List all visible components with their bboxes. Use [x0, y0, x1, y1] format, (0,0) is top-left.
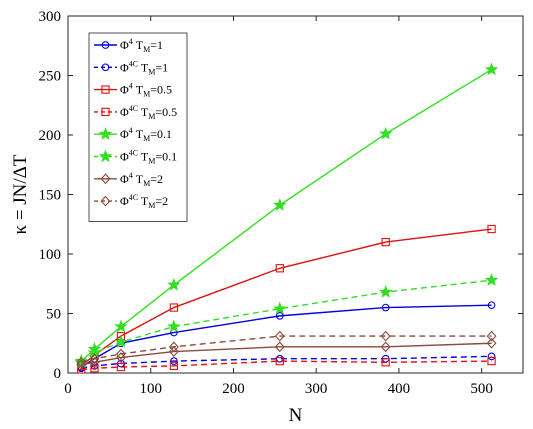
data-point	[273, 198, 287, 211]
data-point	[87, 345, 102, 359]
legend-marker	[98, 127, 113, 140]
x-tick-label: 400	[388, 381, 411, 397]
x-axis-title: N	[289, 405, 303, 426]
data-point	[167, 319, 181, 333]
series-line	[81, 335, 492, 363]
legend-marker	[100, 173, 111, 185]
data-point	[89, 353, 100, 365]
legend-label: Φ4C TM=0.5	[120, 104, 177, 121]
data-point	[378, 126, 393, 140]
legend-label: Φ4 TM=0.5	[120, 82, 172, 99]
x-tick-label: 100	[139, 381, 162, 397]
y-tick-label: 150	[39, 188, 62, 204]
series-line	[81, 360, 492, 371]
legend-label: Φ4 TM=0.1	[120, 126, 172, 143]
data-point	[76, 356, 87, 368]
series-2	[77, 224, 496, 371]
legend-marker	[101, 63, 110, 72]
x-tick-label: 0	[64, 381, 72, 397]
data-point	[487, 224, 496, 234]
series-line	[80, 279, 492, 363]
data-point	[275, 312, 284, 320]
data-point	[116, 362, 126, 372]
legend-marker	[101, 85, 110, 94]
data-point	[380, 341, 391, 353]
data-point	[380, 330, 391, 342]
legend-label: Φ4 TM=1	[120, 37, 163, 54]
legend-label: Φ4C TM=1	[120, 59, 168, 76]
data-point	[90, 364, 99, 373]
legend-label: Φ4C TM=0.1	[120, 149, 177, 166]
data-point	[273, 301, 287, 315]
x-tick-label: 200	[222, 381, 245, 397]
data-point	[274, 341, 285, 353]
series-3	[77, 356, 496, 374]
data-point	[275, 356, 284, 366]
y-tick-label: 0	[54, 366, 62, 382]
data-point	[381, 358, 390, 367]
data-point	[168, 341, 179, 353]
data-point	[167, 277, 181, 291]
legend-marker	[100, 195, 111, 207]
y-tick-label: 100	[39, 247, 62, 263]
data-point	[487, 356, 496, 366]
series-6	[76, 337, 497, 371]
x-tick-label: 500	[470, 381, 493, 397]
data-point	[114, 319, 128, 333]
data-point	[484, 273, 499, 286]
series-5	[74, 273, 499, 369]
data-point	[381, 303, 390, 312]
data-point	[484, 62, 499, 76]
y-tick-label: 300	[39, 9, 62, 25]
legend: Φ4 TM=1 Φ4C TM=1 Φ4 TM=0.5 Φ4C TM=0.5 Φ4 TM=…	[88, 32, 188, 222]
legend-marker	[101, 41, 110, 49]
data-point	[169, 303, 179, 312]
data-point	[381, 237, 390, 247]
data-point	[487, 352, 496, 361]
y-tick-label: 50	[46, 307, 61, 323]
legend-label: Φ4 TM=2	[120, 171, 163, 188]
data-point	[114, 334, 128, 348]
data-point	[169, 361, 179, 371]
data-point	[77, 365, 86, 374]
data-point	[170, 357, 178, 365]
data-point	[116, 348, 126, 360]
data-point	[168, 346, 179, 357]
y-tick-label: 200	[39, 128, 62, 144]
x-tick-label: 300	[305, 381, 328, 397]
series-7	[76, 330, 497, 368]
data-point	[486, 330, 497, 342]
data-point	[274, 330, 285, 342]
legend-marker	[98, 149, 113, 163]
data-point	[486, 337, 497, 349]
data-point	[275, 264, 284, 273]
y-tick-label: 250	[39, 69, 62, 85]
y-axis-title: κ = JN/ΔT	[10, 154, 31, 234]
legend-marker	[101, 107, 110, 117]
data-point	[487, 301, 496, 310]
legend-label: Φ4C TM=2	[120, 193, 168, 210]
data-point	[378, 285, 393, 298]
